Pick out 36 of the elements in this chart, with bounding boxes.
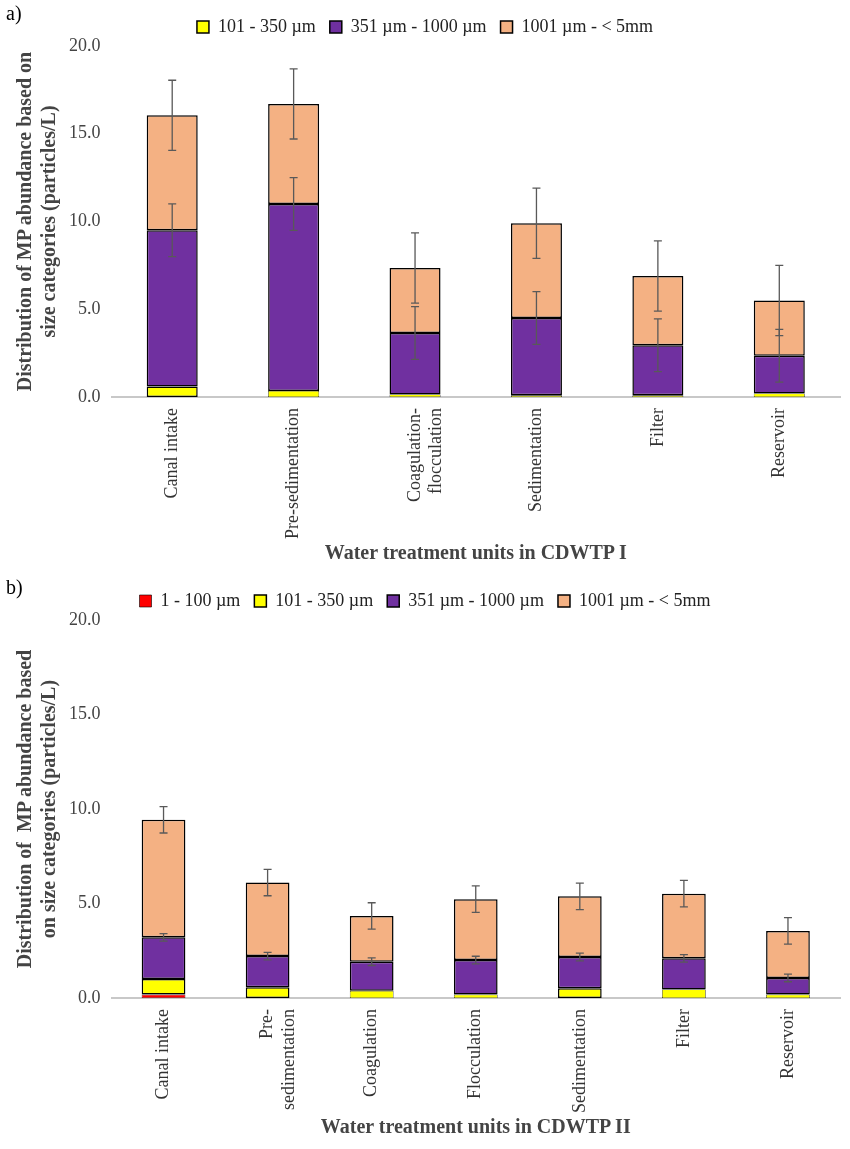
legend-label: 1001 µm - < 5mm	[578, 589, 711, 610]
y-tick-label: 15.0	[69, 122, 101, 143]
x-tick-label: Pre- sedimentation	[256, 1009, 298, 1110]
legend-label: 1001 µm - < 5mm	[521, 15, 654, 36]
text: a)	[6, 2, 22, 25]
x-tick-label: Filter	[672, 1009, 693, 1049]
x-tick-label: Flocculation	[464, 1009, 485, 1099]
x-tick-label: Coagulation- flocculation	[403, 408, 446, 503]
y-tick-label: 0.0	[78, 385, 101, 406]
legend-label: 101 - 350 µm	[275, 589, 374, 610]
legend-label: 1 - 100 µm	[160, 589, 241, 610]
x-tick-label: Sedimentation	[568, 1009, 589, 1113]
y-axis-title: Distribution of MP abundance based on size categories (particles/L)	[13, 649, 61, 969]
x-axis-title: Water treatment units in CDWTP I	[324, 541, 627, 564]
y-tick-label: 15.0	[69, 703, 101, 724]
x-tick-label: Filter	[646, 408, 667, 448]
y-axis-title: Distribution of MP abundance based on size categories (particles/L)	[13, 51, 61, 392]
text: b)	[6, 576, 23, 599]
x-axis-title: Water treatment units in CDWTP II	[320, 1115, 631, 1138]
x-tick-label: Pre-sedimentation	[282, 408, 303, 539]
y-tick-label: 10.0	[69, 797, 101, 818]
legend-label: 351 µm - 1000 µm	[350, 15, 487, 36]
x-tick-label: Reservoir	[768, 408, 789, 479]
x-tick-label: Canal intake	[160, 408, 181, 499]
x-tick-label: Canal intake	[152, 1009, 173, 1100]
y-tick-label: 0.0	[78, 986, 101, 1007]
y-tick-label: 20.0	[69, 608, 101, 629]
y-tick-label: 10.0	[69, 210, 101, 231]
x-tick-label: Coagulation	[360, 1009, 381, 1098]
y-tick-label: 5.0	[78, 892, 101, 913]
y-tick-label: 5.0	[78, 298, 101, 319]
x-tick-label: Sedimentation	[525, 408, 546, 513]
y-tick-label: 20.0	[69, 34, 101, 55]
legend-label: 351 µm - 1000 µm	[408, 589, 544, 610]
x-tick-label: Reservoir	[776, 1009, 797, 1079]
legend-label: 101 - 350 µm	[217, 15, 316, 36]
